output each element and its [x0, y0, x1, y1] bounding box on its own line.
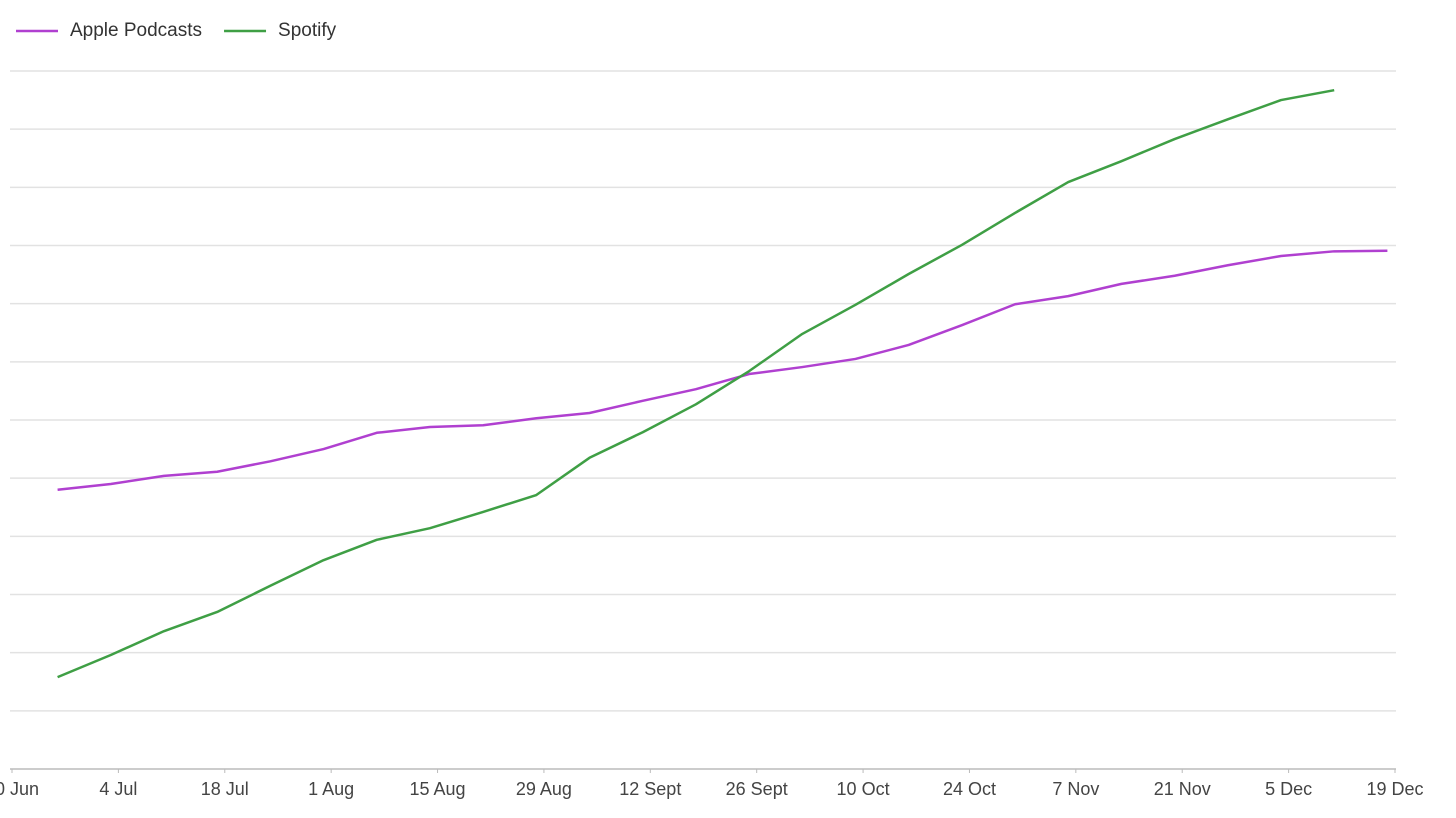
series-line [57, 249, 1388, 492]
x-tick-label: 20 Jun [0, 779, 39, 799]
x-tick-label: 10 Oct [837, 779, 890, 799]
series-line [57, 88, 1335, 679]
x-tick-label: 26 Sept [726, 779, 788, 799]
x-tick-label: 24 Oct [943, 779, 996, 799]
x-tick-label: 5 Dec [1265, 779, 1312, 799]
x-tick-label: 12 Sept [619, 779, 681, 799]
x-tick-label: 15 Aug [410, 779, 466, 799]
x-tick-label: 29 Aug [516, 779, 572, 799]
legend-label: Apple Podcasts [70, 20, 202, 41]
x-tick-label: 7 Nov [1052, 779, 1099, 799]
x-tick-label: 4 Jul [99, 779, 137, 799]
x-tick-label: 1 Aug [308, 779, 354, 799]
legend-label: Spotify [278, 20, 337, 41]
x-tick-label: 19 Dec [1366, 779, 1423, 799]
x-tick-label: 21 Nov [1154, 779, 1211, 799]
x-tick-label: 18 Jul [201, 779, 249, 799]
